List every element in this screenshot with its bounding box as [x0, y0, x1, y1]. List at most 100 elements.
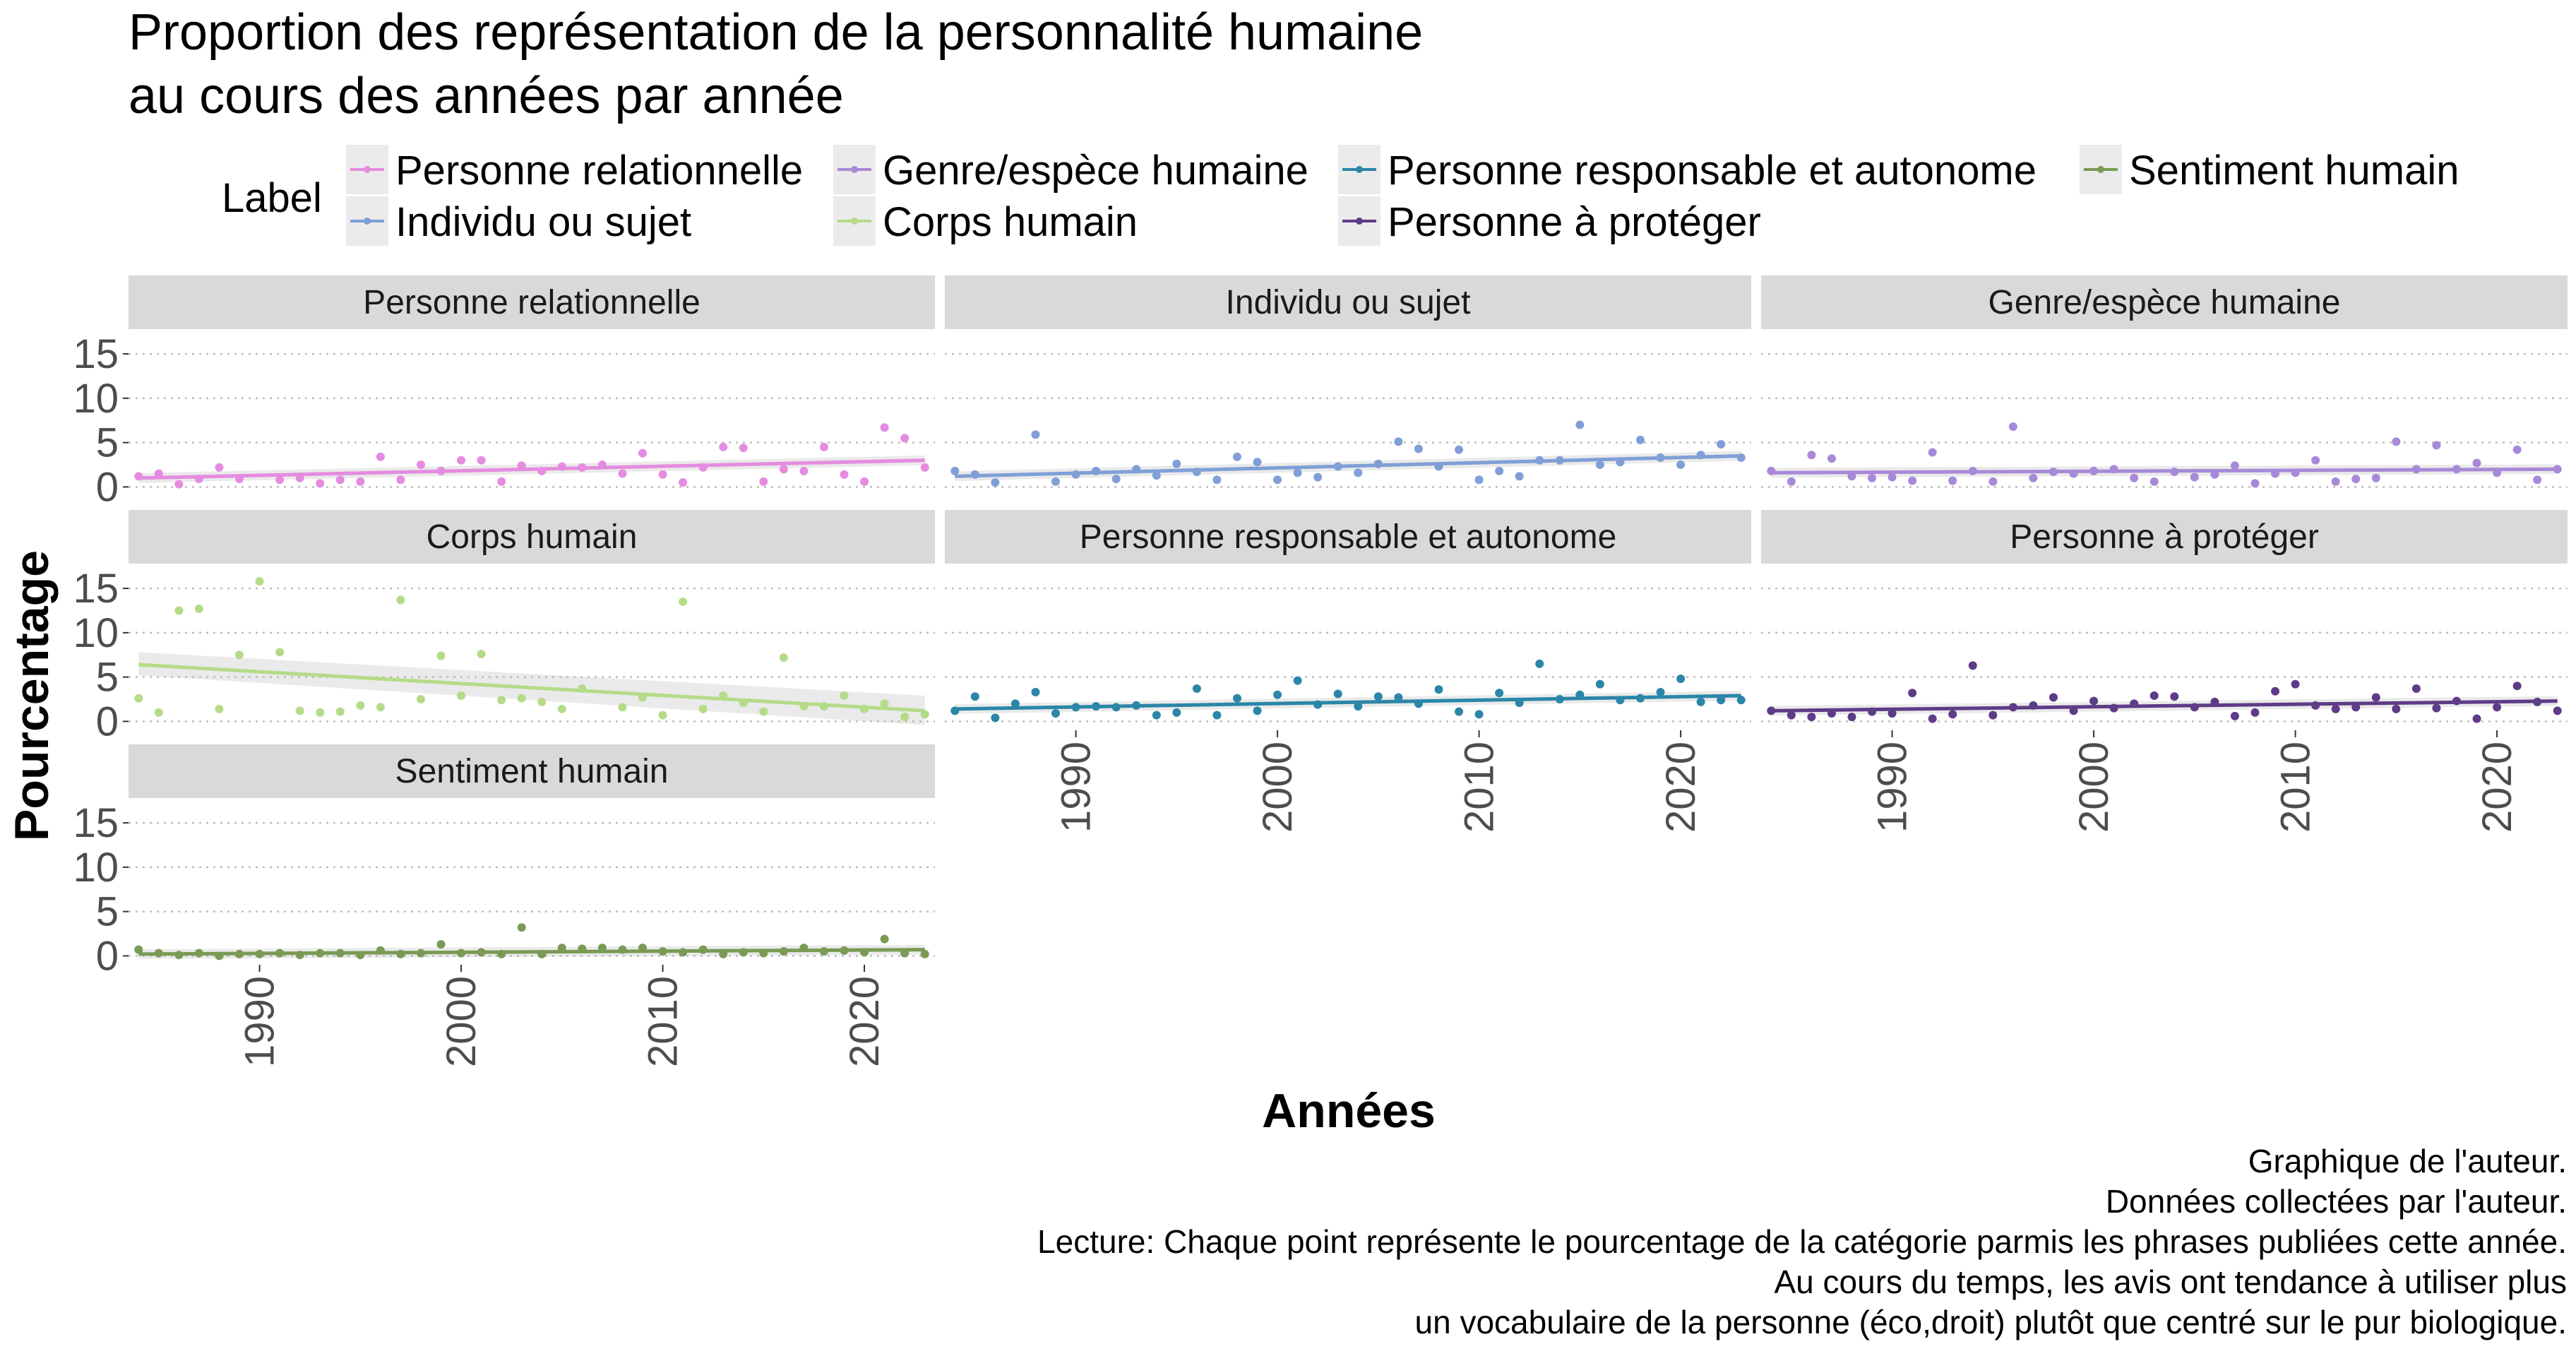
- data-point: [1232, 694, 1241, 703]
- data-point: [1031, 688, 1040, 697]
- data-point: [2089, 696, 2099, 706]
- data-point: [950, 466, 960, 475]
- data-point: [799, 466, 809, 475]
- legend-key-dot: [1356, 166, 1363, 173]
- legend-items: Personne relationnelle Individu ou sujet G…: [346, 145, 2459, 246]
- data-point: [396, 475, 405, 484]
- data-point: [2351, 475, 2361, 484]
- data-point: [1787, 710, 1796, 720]
- data-point: [356, 477, 365, 486]
- data-point: [2392, 704, 2401, 713]
- data-point: [1515, 472, 1524, 481]
- x-tick-label: 2010: [640, 976, 686, 1067]
- data-point: [1394, 693, 1403, 702]
- data-point: [436, 651, 446, 660]
- data-point: [1172, 708, 1181, 717]
- data-point: [2250, 479, 2260, 488]
- data-point: [2230, 711, 2239, 720]
- data-point: [1717, 440, 1726, 449]
- data-point: [2553, 706, 2562, 715]
- data-point: [1948, 476, 1957, 485]
- data-point: [1807, 451, 1816, 460]
- data-point: [2130, 473, 2139, 482]
- data-point: [376, 452, 385, 461]
- data-point: [698, 704, 708, 713]
- data-point: [2029, 473, 2038, 482]
- chart-subtitle: au cours des années par année: [129, 68, 844, 124]
- data-point: [174, 606, 184, 615]
- legend: Label Personne relationnelle Individu ou …: [222, 145, 2459, 246]
- x-axis-title: Années: [1262, 1084, 1436, 1138]
- data-point: [2331, 477, 2340, 486]
- data-point: [1595, 679, 1604, 689]
- data-point: [819, 442, 828, 451]
- data-point: [1888, 709, 1897, 718]
- data-point: [2291, 679, 2300, 689]
- data-point: [739, 444, 748, 453]
- data-point: [1212, 475, 1222, 484]
- data-point: [1031, 430, 1040, 439]
- data-point: [1293, 468, 1302, 477]
- data-point: [1807, 713, 1816, 722]
- data-point: [719, 442, 728, 451]
- data-point: [1948, 710, 1957, 719]
- data-point: [679, 478, 688, 487]
- data-point: [2512, 445, 2522, 454]
- facet-strip: [1761, 275, 2568, 329]
- y-tick-label: 15: [73, 800, 119, 846]
- data-point: [2472, 458, 2481, 468]
- data-point: [1152, 471, 1161, 480]
- data-point: [1232, 452, 1241, 461]
- data-point: [1575, 420, 1585, 429]
- facet-strip-label: Personne à protéger: [2010, 518, 2319, 556]
- data-point: [2311, 456, 2320, 465]
- data-point: [275, 648, 285, 657]
- y-tick-label: 0: [96, 698, 119, 744]
- legend-item: Individu ou sujet: [346, 196, 691, 246]
- data-point: [2533, 475, 2542, 484]
- data-point: [920, 463, 929, 472]
- data-point: [1333, 689, 1342, 698]
- legend-item: Personne responsable et autonome: [1338, 145, 2037, 194]
- data-point: [2411, 684, 2421, 693]
- caption-line: Données collectées par l'auteur.: [2106, 1183, 2567, 1220]
- data-point: [1313, 472, 1323, 482]
- data-point: [2432, 441, 2441, 450]
- data-point: [537, 697, 547, 706]
- data-point: [900, 713, 910, 722]
- y-tick-label: 10: [73, 376, 119, 422]
- trend-line: [138, 662, 925, 713]
- data-point: [477, 456, 486, 465]
- legend-label: Corps humain: [883, 199, 1138, 245]
- trend-line: [138, 458, 925, 480]
- data-point: [1010, 699, 1020, 708]
- data-point: [1354, 702, 1363, 711]
- data-point: [1495, 689, 1504, 698]
- data-point: [1827, 454, 1836, 463]
- data-point: [618, 703, 627, 712]
- data-point: [517, 694, 526, 703]
- data-point: [1051, 477, 1061, 486]
- data-point: [557, 704, 566, 713]
- data-point: [759, 477, 768, 486]
- data-point: [1152, 710, 1161, 720]
- data-point: [316, 708, 325, 717]
- caption: Graphique de l'auteur. Données collectée…: [1037, 1143, 2567, 1340]
- x-tick-label: 1990: [1054, 742, 1099, 833]
- data-point: [436, 940, 446, 949]
- y-tick-label: 0: [96, 933, 119, 979]
- x-tick-label: 2010: [2273, 742, 2319, 833]
- data-point: [779, 653, 788, 662]
- data-point: [2331, 704, 2340, 713]
- data-point: [1455, 707, 1464, 716]
- data-point: [1253, 458, 1262, 467]
- data-point: [255, 577, 264, 586]
- trend-line: [138, 948, 925, 956]
- x-tick-label: 2020: [2474, 742, 2520, 833]
- data-point: [335, 707, 345, 716]
- data-point: [457, 691, 466, 701]
- data-point: [1172, 459, 1181, 468]
- facet-strip-label: Sentiment humain: [395, 753, 669, 790]
- trend-line: [1771, 699, 2558, 713]
- data-point: [2190, 472, 2199, 482]
